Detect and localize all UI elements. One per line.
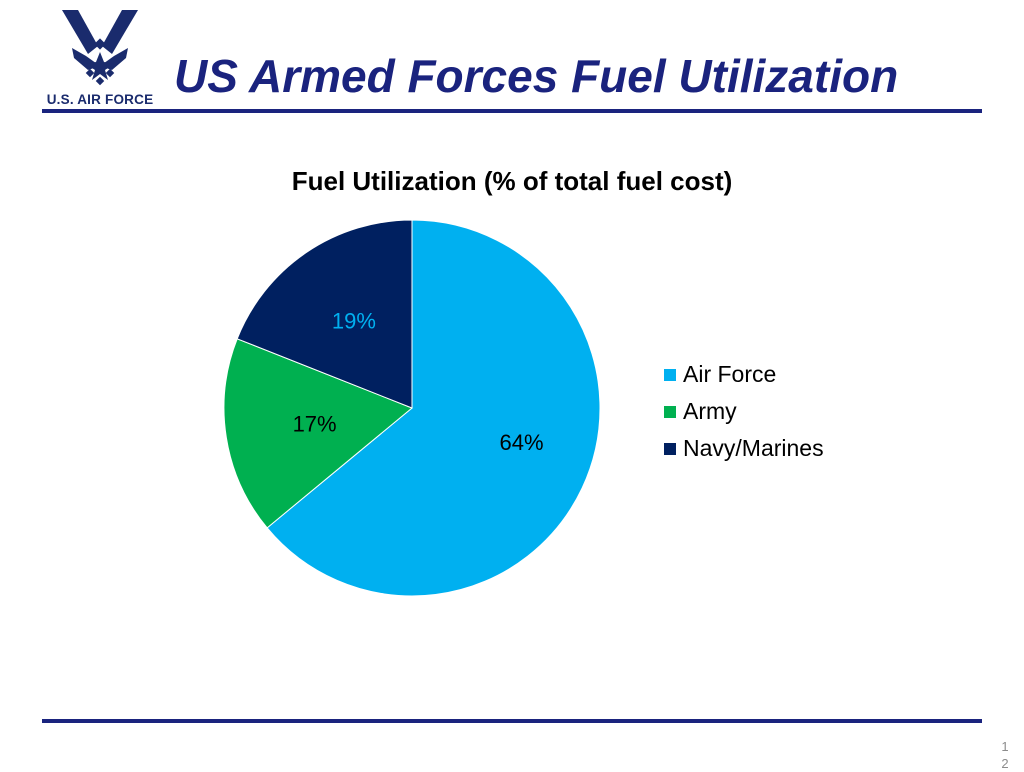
slide-title: US Armed Forces Fuel Utilization — [174, 50, 899, 102]
legend-label: Army — [683, 398, 737, 424]
legend-swatch-air-force — [664, 368, 676, 381]
legend-item-army: Army — [664, 393, 824, 430]
legend-swatch-navy-marines — [664, 442, 676, 455]
legend-label: Air Force — [683, 361, 777, 387]
pie-slice-air-force — [266, 219, 601, 597]
footer-divider — [42, 719, 982, 723]
chart-title-text: Fuel Utilization (% of total fuel cost) — [291, 166, 733, 196]
page-number: 12 — [1001, 739, 1009, 771]
legend-label: Navy/Marines — [683, 435, 824, 461]
chart-legend: Air Force Army Navy/Marines — [664, 356, 824, 467]
header-divider — [42, 109, 982, 113]
pie-slice-navy-marines — [236, 219, 413, 409]
legend-item-navy-marines: Navy/Marines — [664, 430, 824, 467]
data-label-air-force: 64% — [500, 430, 544, 455]
air-force-logo: U.S. AIR FORCE — [38, 8, 162, 108]
legend-item-air-force: Air Force — [664, 356, 824, 393]
chart-title: Fuel Utilization (% of total fuel cost) — [0, 166, 1024, 197]
legend-swatch-army — [664, 405, 676, 418]
data-label-navy-marines: 19% — [332, 308, 376, 333]
pie-slice-army — [223, 338, 413, 529]
logo-text: U.S. AIR FORCE — [46, 92, 154, 107]
air-force-wings-icon — [62, 10, 138, 86]
data-label-army: 17% — [293, 411, 337, 436]
